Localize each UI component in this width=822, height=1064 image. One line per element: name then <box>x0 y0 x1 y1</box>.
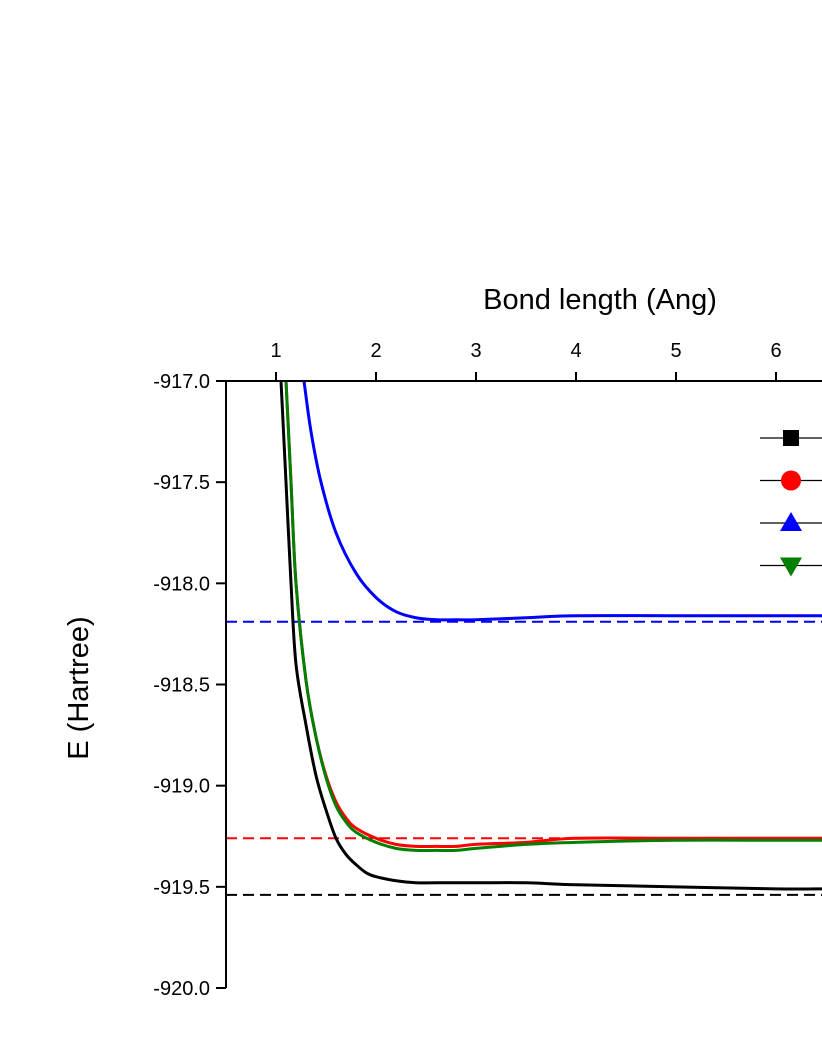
y-tick-label: -917.5 <box>153 472 210 494</box>
x-tick-label: 3 <box>470 340 481 362</box>
series-line-2 <box>284 381 822 849</box>
series-line-3 <box>302 381 822 622</box>
axes: 1 2 3 4 5 6 -917.0 -917.5 -918.0 -918.5 -919.0 -919… <box>153 340 822 1000</box>
y-tick-label: -919.5 <box>153 877 210 899</box>
legend-marker-triangle-down <box>780 557 802 577</box>
plot-area <box>226 381 822 896</box>
y-tick-label: -919.0 <box>153 776 210 798</box>
series-line-1 <box>279 381 822 891</box>
x-tick-label: 1 <box>270 340 281 362</box>
x-tick-label: 2 <box>370 340 381 362</box>
x-tick-label: 5 <box>670 340 681 362</box>
y-tick-label: -920.0 <box>153 978 210 1000</box>
legend-marker-circle <box>781 470 801 491</box>
y-axis-title: E (Hartree) <box>63 616 95 759</box>
legend-marker-triangle-up <box>780 512 802 531</box>
y-tick-label: -917.0 <box>153 371 210 393</box>
x-axis-title: Bond length (Ang) <box>483 284 717 316</box>
legend <box>760 430 822 577</box>
x-tick-label: 6 <box>770 340 781 362</box>
y-tick-label: -918.0 <box>153 573 210 595</box>
y-tick-label: -918.5 <box>153 675 210 697</box>
legend-marker-square <box>783 430 799 446</box>
x-tick-label: 4 <box>570 340 581 362</box>
series-line-4 <box>284 381 822 853</box>
